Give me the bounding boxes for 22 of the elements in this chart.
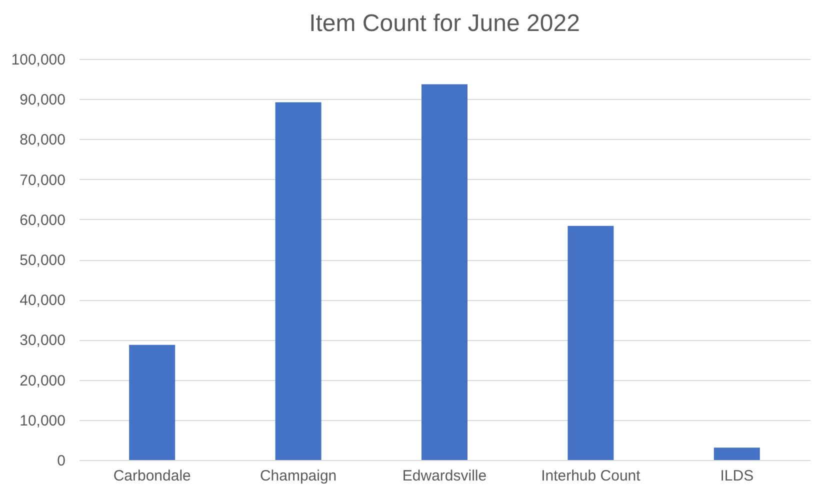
chart-title: Item Count for June 2022 [309,10,580,37]
bar [422,84,468,460]
y-tick-label: 60,000 [20,212,66,229]
y-tick-label: 10,000 [20,412,66,430]
y-tick-label: 20,000 [20,372,66,390]
bar [568,226,614,460]
y-tick-label: 90,000 [20,92,66,109]
y-tick-label: 30,000 [20,332,66,350]
x-tick-label: ILDS [720,468,754,484]
y-tick-label: 40,000 [20,292,66,310]
x-tick-label: Edwardsville [402,468,487,484]
y-tick-label: 70,000 [20,172,66,189]
bar [275,102,322,460]
x-tick-label: Carbondale [113,468,191,484]
y-tick-label: 80,000 [20,132,66,149]
bar [129,344,176,460]
x-tick-label: Interhub Count [541,468,642,484]
y-tick-label: 100,000 [11,52,66,68]
y-tick-label: 50,000 [20,252,66,269]
x-tick-label: Champaign [260,468,337,484]
y-tick-label: 0 [57,452,66,470]
bar [714,448,760,460]
